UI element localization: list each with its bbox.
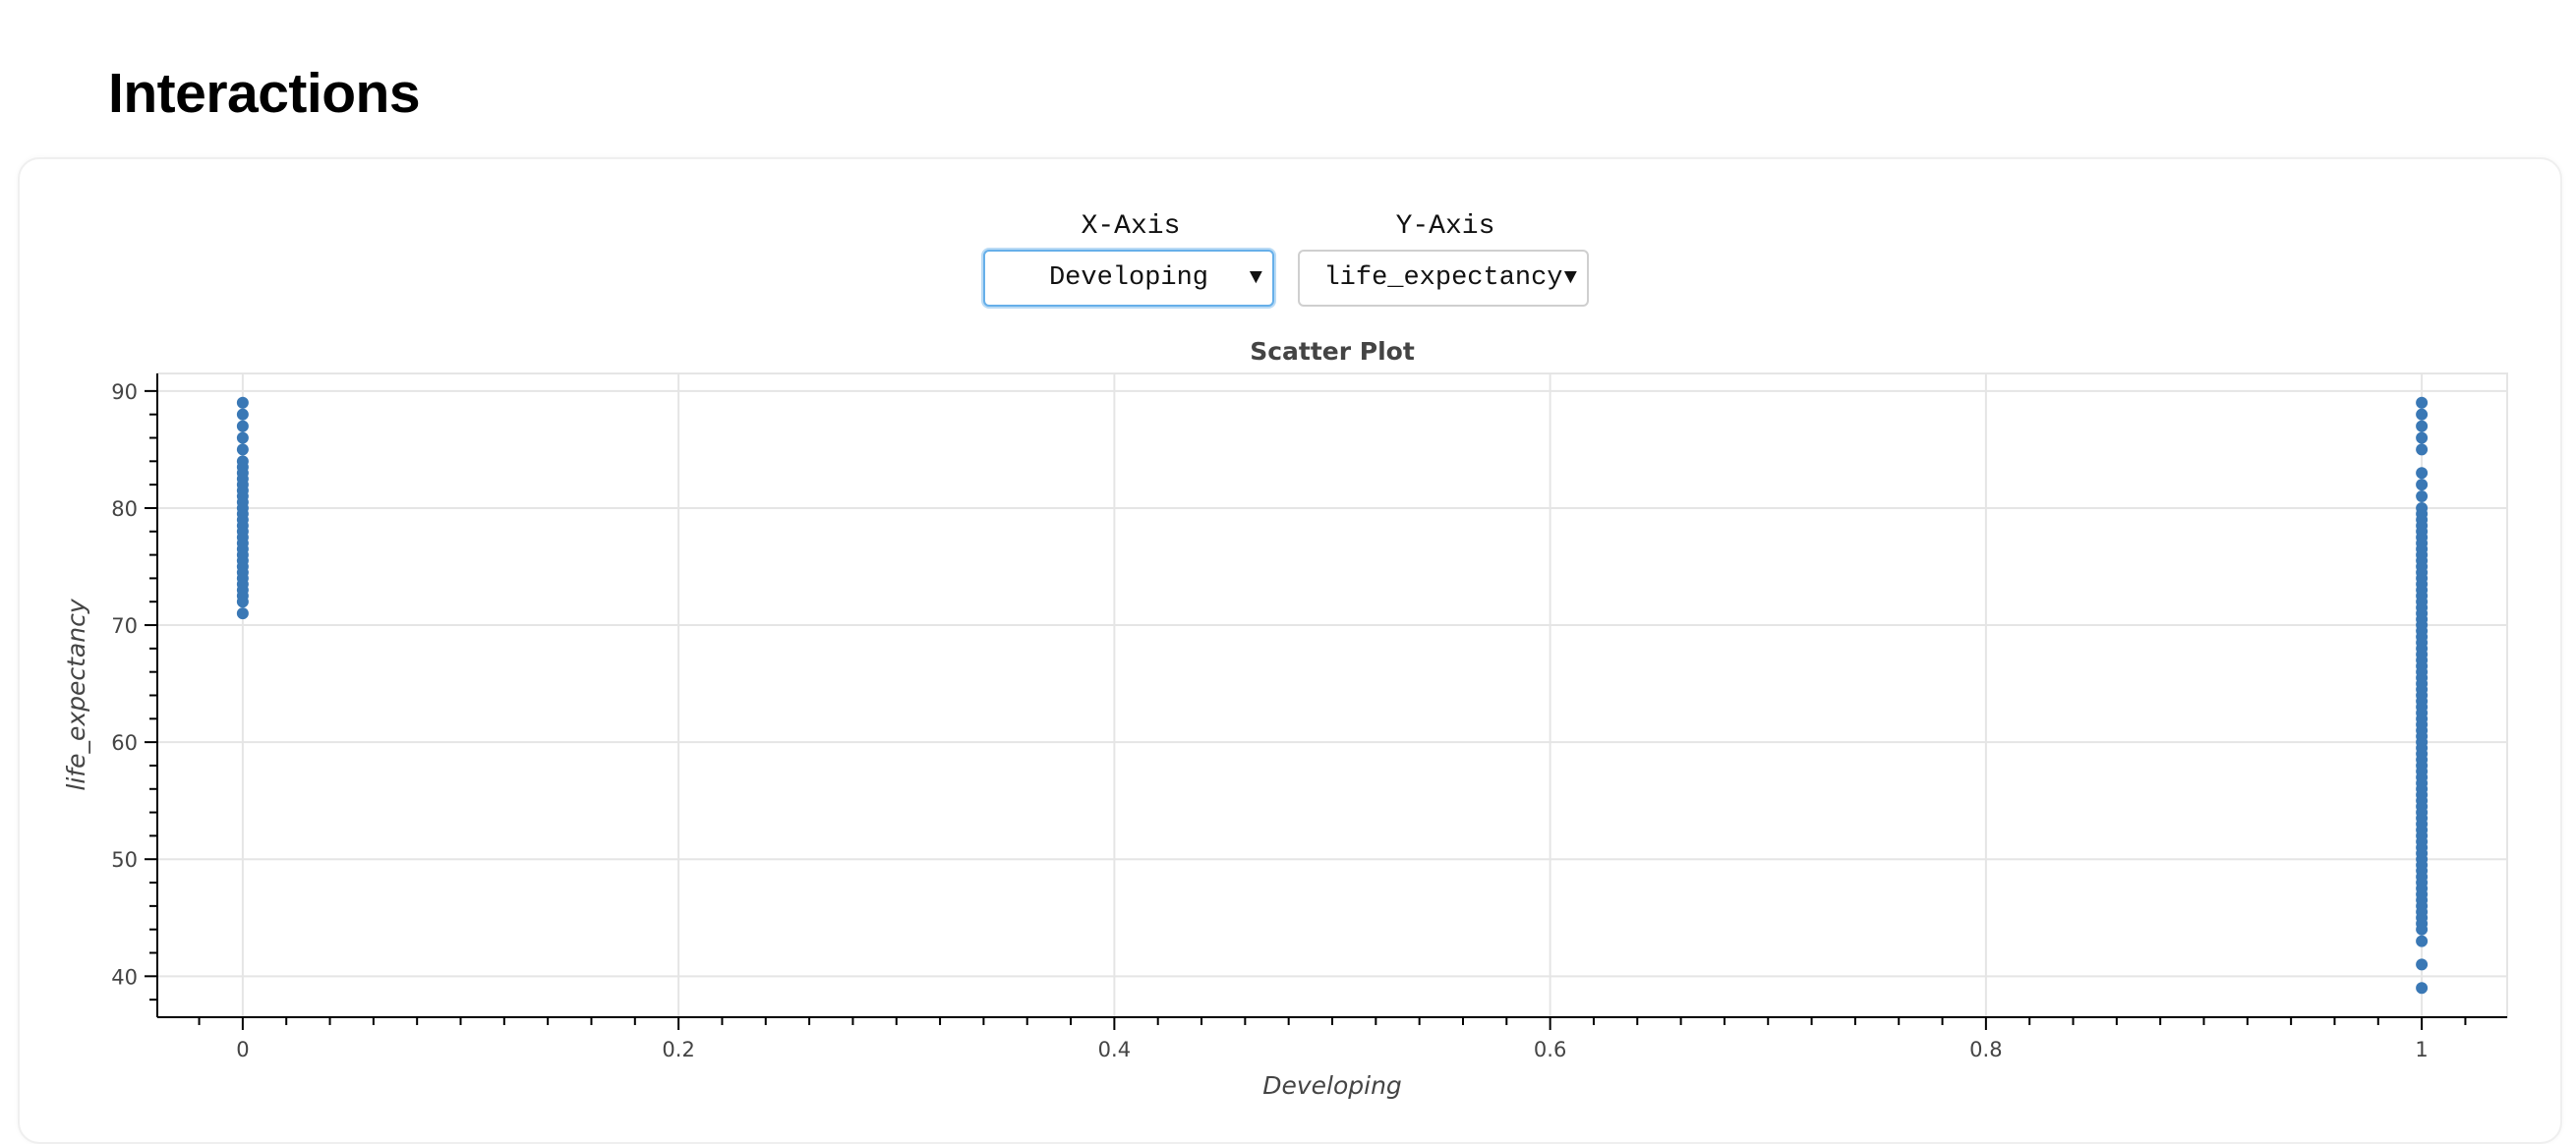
y-tick-label: 80 <box>111 497 138 521</box>
y-tick-label: 60 <box>111 731 138 755</box>
data-point <box>236 408 249 421</box>
data-point <box>2416 923 2429 936</box>
data-point <box>2416 431 2429 444</box>
data-point <box>236 431 249 444</box>
x-tick-label: 0.6 <box>1534 1038 1566 1061</box>
data-point <box>2416 982 2429 995</box>
data-point <box>2416 935 2429 947</box>
data-point <box>2416 443 2429 456</box>
x-tick-label: 1 <box>2415 1038 2428 1061</box>
x-tick-label: 0.2 <box>662 1038 694 1061</box>
data-point <box>236 607 249 620</box>
data-point <box>2416 958 2429 971</box>
x-axis-label: X-Axis <box>1081 211 1181 242</box>
y-tick-label: 40 <box>111 965 138 989</box>
x-tick-label: 0.8 <box>1969 1038 2002 1061</box>
data-point <box>2416 479 2429 491</box>
dropdown-caret-icon: ▼ <box>1563 265 1577 290</box>
chart-title: Scatter Plot <box>1250 337 1415 366</box>
grid <box>157 373 2507 1017</box>
page-title: Interactions <box>108 62 421 125</box>
y-axis-selected-value: life_expectancy <box>1323 263 1563 293</box>
x-tick-label: 0 <box>236 1038 249 1061</box>
data-point <box>2416 467 2429 480</box>
data-point <box>236 443 249 456</box>
x-axis-select[interactable]: Developing ▼ <box>983 250 1274 307</box>
x-axis-selected-value: Developing <box>1048 263 1209 293</box>
scatter-plot[interactable]: Scatter Plot 0 0.2 0.4 0.6 0.8 1405060708090 … <box>0 0 2576 1111</box>
y-axis-label: Y-Axis <box>1395 211 1495 242</box>
axes: 0 0.2 0.4 0.6 0.8 1 40 50 60 70 80 90 <box>111 373 2507 1061</box>
dropdown-caret-icon: ▼ <box>1249 265 1262 290</box>
x-tick-label: 0.4 <box>1098 1038 1131 1061</box>
plot-area-border <box>156 372 2508 1018</box>
data-point <box>2416 490 2429 503</box>
x-axis-control: X-Axis Developing ▼ <box>983 210 1278 307</box>
data-points <box>236 396 2429 995</box>
y-tick-label: 90 <box>111 380 138 404</box>
data-point <box>2416 420 2429 432</box>
data-point <box>236 596 249 608</box>
y-tick-label: 70 <box>111 614 138 638</box>
chart-card <box>18 157 2562 1144</box>
data-point <box>2416 396 2429 409</box>
y-axis-select[interactable]: life_expectancy ▼ <box>1298 250 1589 307</box>
y-axis-control: Y-Axis life_expectancy ▼ <box>1298 210 1593 307</box>
data-point <box>236 420 249 432</box>
data-point <box>236 396 249 409</box>
x-axis-title: Developing <box>1262 1071 1402 1100</box>
y-axis-title: life_expectancy <box>62 598 90 790</box>
y-tick-label: 50 <box>111 848 138 872</box>
data-point <box>2416 408 2429 421</box>
